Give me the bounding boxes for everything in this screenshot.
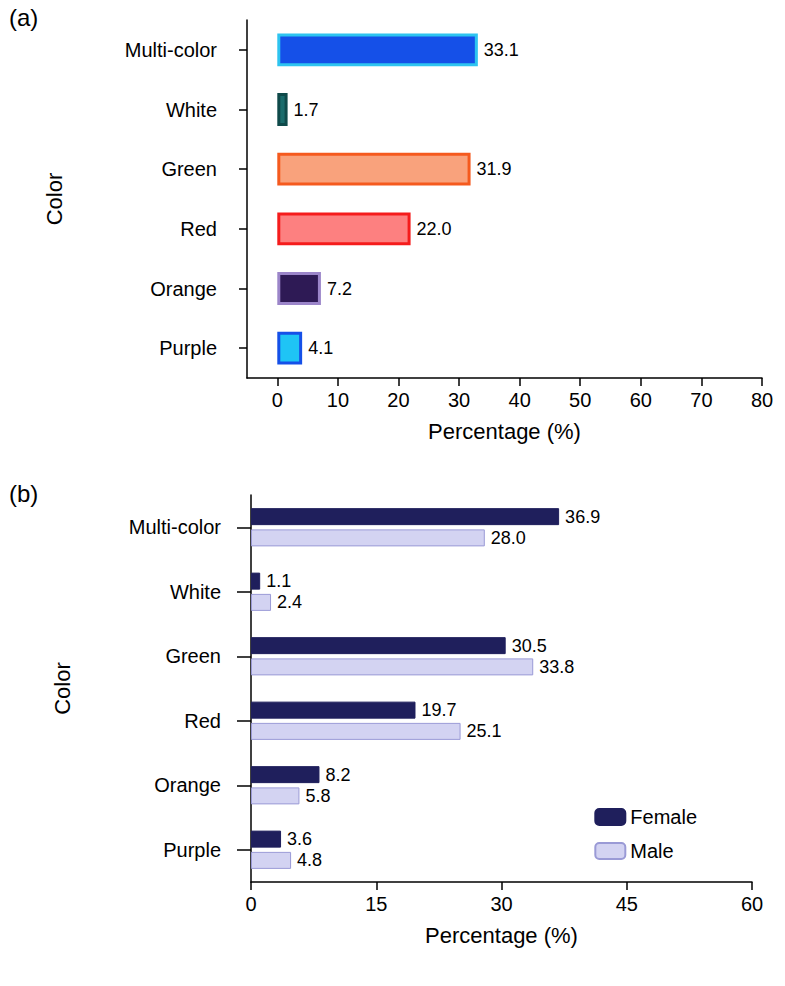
svg-text:5.8: 5.8	[305, 786, 330, 806]
svg-text:15: 15	[365, 893, 387, 915]
svg-text:80: 80	[751, 389, 773, 411]
svg-text:Orange: Orange	[154, 774, 221, 796]
svg-text:White: White	[170, 581, 221, 603]
svg-text:Purple: Purple	[163, 839, 221, 861]
svg-text:22.0: 22.0	[417, 219, 452, 239]
svg-text:Color: Color	[50, 662, 75, 715]
svg-text:60: 60	[630, 389, 652, 411]
svg-text:Green: Green	[165, 645, 221, 667]
svg-text:19.7: 19.7	[421, 700, 456, 720]
svg-text:(a): (a)	[9, 4, 38, 31]
svg-text:25.1: 25.1	[467, 721, 502, 741]
svg-text:7.2: 7.2	[327, 279, 352, 299]
svg-text:50: 50	[569, 389, 591, 411]
svg-text:Orange: Orange	[150, 278, 217, 300]
svg-text:Red: Red	[180, 218, 217, 240]
svg-text:8.2: 8.2	[325, 765, 350, 785]
svg-text:33.1: 33.1	[484, 40, 519, 60]
svg-text:30: 30	[448, 389, 470, 411]
svg-text:0: 0	[245, 893, 256, 915]
svg-text:White: White	[166, 99, 217, 121]
svg-text:Purple: Purple	[159, 337, 217, 359]
svg-text:Male: Male	[630, 840, 673, 862]
svg-text:36.9: 36.9	[565, 507, 600, 527]
svg-text:Percentage (%): Percentage (%)	[428, 419, 581, 444]
svg-text:30.5: 30.5	[512, 636, 547, 656]
svg-text:31.9: 31.9	[477, 159, 512, 179]
svg-text:Green: Green	[161, 158, 217, 180]
svg-text:45: 45	[616, 893, 638, 915]
svg-text:40: 40	[509, 389, 531, 411]
svg-text:4.1: 4.1	[308, 338, 333, 358]
svg-text:Multi-color: Multi-color	[129, 516, 222, 538]
svg-text:Female: Female	[630, 806, 697, 828]
svg-text:30: 30	[490, 893, 512, 915]
svg-text:Multi-color: Multi-color	[125, 39, 218, 61]
svg-text:33.8: 33.8	[539, 657, 574, 677]
svg-text:60: 60	[741, 893, 763, 915]
svg-text:Percentage (%): Percentage (%)	[425, 923, 578, 948]
svg-text:Red: Red	[184, 710, 221, 732]
svg-text:20: 20	[387, 389, 409, 411]
svg-text:0: 0	[272, 389, 283, 411]
svg-text:28.0: 28.0	[491, 528, 526, 548]
svg-text:(b): (b)	[9, 480, 38, 507]
svg-text:1.1: 1.1	[266, 571, 291, 591]
svg-text:10: 10	[327, 389, 349, 411]
svg-text:4.8: 4.8	[297, 850, 322, 870]
svg-text:2.4: 2.4	[277, 592, 302, 612]
svg-text:70: 70	[690, 389, 712, 411]
svg-text:1.7: 1.7	[294, 100, 319, 120]
svg-text:3.6: 3.6	[287, 829, 312, 849]
svg-text:Color: Color	[42, 173, 67, 226]
